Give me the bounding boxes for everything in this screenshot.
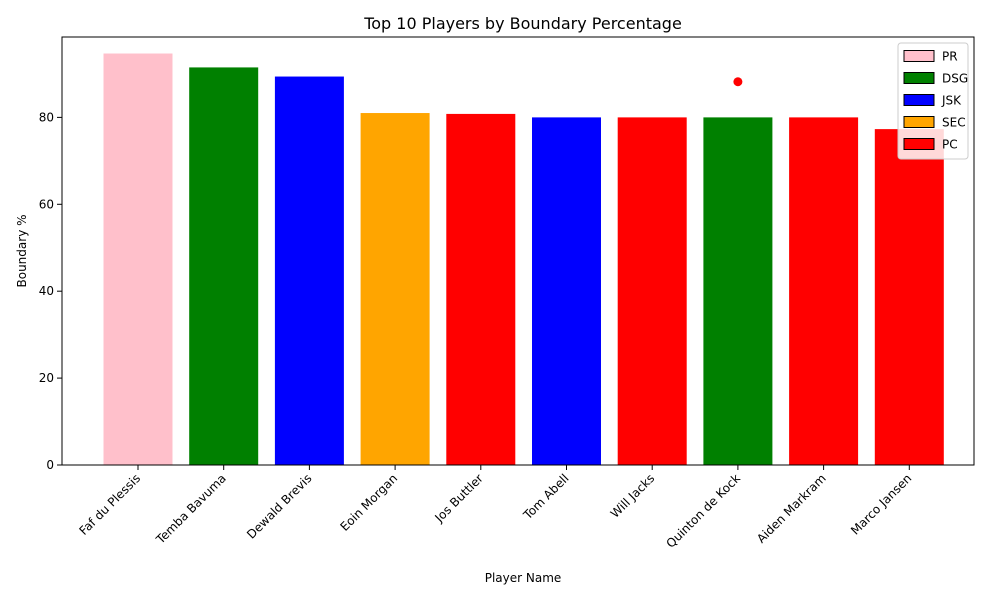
bar-dewald-brevis [274, 76, 344, 466]
bar-eoin-morgan [360, 113, 430, 465]
legend-label-sec: SEC [942, 116, 966, 130]
y-tick-label: 20 [39, 371, 54, 385]
bars-group [103, 53, 944, 466]
bar-quinton-de-kock [703, 117, 773, 465]
bar-jos-buttler [446, 113, 516, 466]
markers-group [733, 77, 743, 87]
legend-swatch-pc [903, 138, 935, 150]
legend-swatch-pr [903, 50, 935, 62]
legend-swatch-sec [903, 116, 935, 128]
y-tick-label: 80 [39, 110, 54, 124]
bar-tom-abell [532, 117, 601, 465]
bar-will-jacks [617, 117, 687, 465]
bar-temba-bavuma [189, 67, 259, 465]
legend-label-pc: PC [942, 138, 958, 152]
legend-swatch-jsk [903, 94, 935, 106]
plot-frame [61, 36, 975, 466]
legend-label-dsg: DSG [942, 72, 968, 86]
y-tick-label: 60 [39, 197, 54, 211]
legend-swatch-dsg [903, 72, 935, 84]
x-axis-label: Player Name [485, 571, 562, 585]
bar-marco-jansen [874, 129, 944, 465]
chart-title: Top 10 Players by Boundary Percentage [363, 14, 682, 33]
legend: PR DSG JSK SEC PC [897, 42, 969, 160]
bar-aiden-markram [789, 117, 859, 465]
legend-label-jsk: JSK [941, 94, 962, 108]
y-tick-label: 0 [46, 458, 54, 472]
y-axis: 0 20 40 60 80 [39, 110, 62, 472]
y-axis-label: Boundary % [15, 214, 29, 287]
y-tick-label: 40 [39, 284, 54, 298]
legend-label-pr: PR [942, 50, 958, 64]
bar-faf-du-plessis [103, 53, 173, 465]
marker-point-quinton-de-kock [733, 77, 743, 87]
